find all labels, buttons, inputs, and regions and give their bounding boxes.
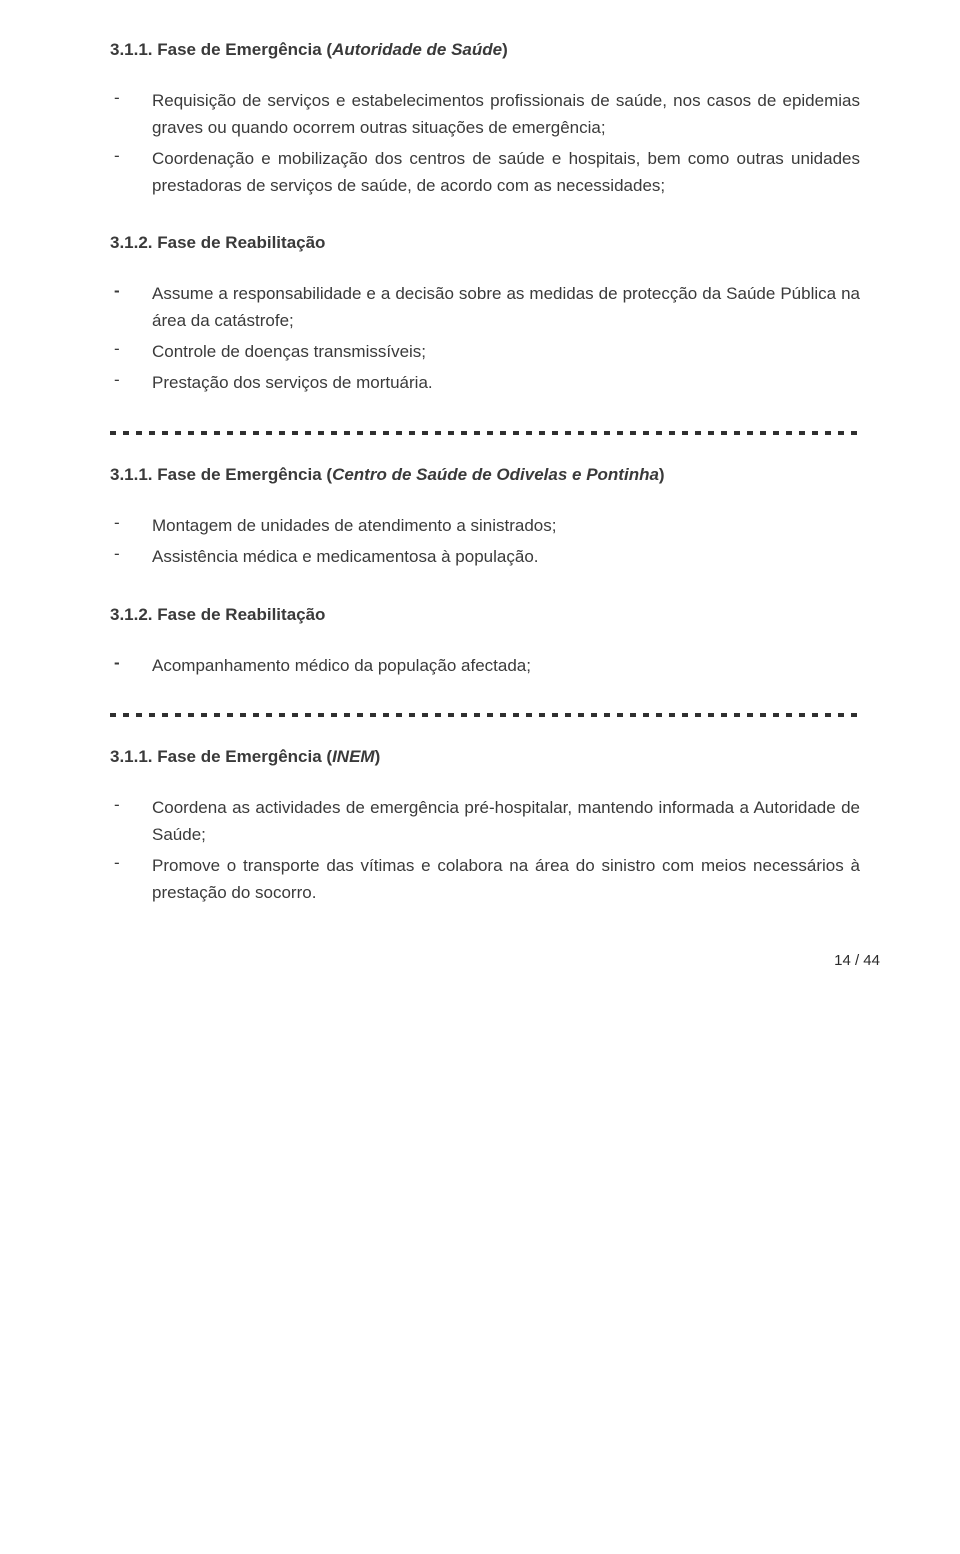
section-5-heading: 3.1.1. Fase de Emergência (INEM) [110,747,860,767]
list-item: - Coordenação e mobilização dos centros … [110,146,860,200]
dash-icon: - [110,653,152,680]
list-item: - Coordena as actividades de emergência … [110,795,860,849]
dash-icon: - [110,853,152,907]
section-4-list: - Acompanhamento médico da população afe… [110,653,860,680]
list-item-text: Assistência médica e medicamentosa à pop… [152,544,860,571]
list-item: - Prestação dos serviços de mortuária. [110,370,860,397]
section-4-heading: 3.1.2. Fase de Reabilitação [110,605,860,625]
heading-suffix: ) [659,465,665,484]
section-1-list: - Requisição de serviços e estabelecimen… [110,88,860,199]
section-5-list: - Coordena as actividades de emergência … [110,795,860,906]
heading-suffix: ) [502,40,508,59]
heading-text: 3.1.2. Fase de Reabilitação [110,605,325,624]
page-number: 14 / 44 [834,952,880,969]
list-item: - Montagem de unidades de atendimento a … [110,513,860,540]
list-item: - Requisição de serviços e estabelecimen… [110,88,860,142]
heading-prefix: 3.1.1. Fase de Emergência ( [110,40,332,59]
list-item-text: Acompanhamento médico da população afect… [152,653,860,680]
list-item-text: Montagem de unidades de atendimento a si… [152,513,860,540]
list-item: - Assistência médica e medicamentosa à p… [110,544,860,571]
section-1-heading: 3.1.1. Fase de Emergência (Autoridade de… [110,40,860,60]
section-separator [110,713,860,717]
dash-icon: - [110,339,152,366]
list-item-text: Prestação dos serviços de mortuária. [152,370,860,397]
heading-entity: INEM [332,747,375,766]
dash-icon: - [110,88,152,142]
heading-prefix: 3.1.1. Fase de Emergência ( [110,465,332,484]
dash-icon: - [110,544,152,571]
section-3-list: - Montagem de unidades de atendimento a … [110,513,860,571]
dash-icon: - [110,146,152,200]
list-item: - Promove o transporte das vítimas e col… [110,853,860,907]
list-item-text: Promove o transporte das vítimas e colab… [152,853,860,907]
list-item-text: Coordenação e mobilização dos centros de… [152,146,860,200]
heading-entity: Centro de Saúde de Odivelas e Pontinha [332,465,659,484]
heading-suffix: ) [375,747,381,766]
list-item: - Controle de doenças transmissíveis; [110,339,860,366]
heading-text: 3.1.2. Fase de Reabilitação [110,233,325,252]
document-page: 3.1.1. Fase de Emergência (Autoridade de… [0,0,960,981]
dash-icon: - [110,281,152,335]
list-item-text: Assume a responsabilidade e a decisão so… [152,281,860,335]
list-item-text: Coordena as actividades de emergência pr… [152,795,860,849]
list-item-text: Requisição de serviços e estabelecimento… [152,88,860,142]
list-item: - Assume a responsabilidade e a decisão … [110,281,860,335]
section-2-heading: 3.1.2. Fase de Reabilitação [110,233,860,253]
section-separator [110,431,860,435]
section-3-heading: 3.1.1. Fase de Emergência (Centro de Saú… [110,465,860,485]
list-item: - Acompanhamento médico da população afe… [110,653,860,680]
list-item-text: Controle de doenças transmissíveis; [152,339,860,366]
heading-prefix: 3.1.1. Fase de Emergência ( [110,747,332,766]
heading-entity: Autoridade de Saúde [332,40,502,59]
dash-icon: - [110,513,152,540]
dash-icon: - [110,370,152,397]
dash-icon: - [110,795,152,849]
section-2-list: - Assume a responsabilidade e a decisão … [110,281,860,396]
